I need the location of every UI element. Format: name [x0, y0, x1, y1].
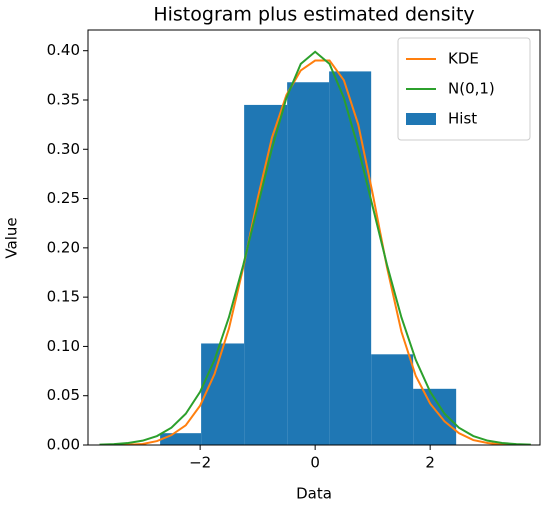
y-axis-label: Value	[3, 217, 21, 258]
y-tick-label: 0.25	[47, 189, 80, 207]
density-line	[99, 50, 531, 445]
x-tick-label: −2	[189, 454, 211, 472]
legend-label: Hist	[448, 110, 477, 128]
y-tick-label: 0.00	[47, 436, 80, 454]
legend-swatch	[406, 113, 436, 125]
legend-label: N(0,1)	[448, 80, 495, 98]
bar	[329, 71, 372, 445]
x-axis-label: Data	[296, 485, 332, 503]
y-tick-label: 0.10	[47, 337, 80, 355]
y-tick-label: 0.40	[47, 41, 80, 59]
density-line	[99, 59, 531, 445]
chart-title: Histogram plus estimated density	[153, 4, 474, 26]
x-tick-label: 0	[310, 454, 320, 472]
y-tick-label: 0.05	[47, 386, 80, 404]
bar	[287, 82, 330, 445]
y-tick-label: 0.20	[47, 238, 80, 256]
y-tick-label: 0.35	[47, 90, 80, 108]
legend-label: KDE	[448, 50, 479, 68]
bar	[244, 104, 288, 445]
y-tick-label: 0.30	[47, 140, 80, 158]
y-tick-label: 0.15	[47, 288, 80, 306]
bar	[160, 433, 202, 445]
plot-frame	[87, 29, 541, 446]
x-tick-label: 2	[425, 454, 435, 472]
bar	[201, 343, 245, 445]
bar	[371, 354, 414, 445]
